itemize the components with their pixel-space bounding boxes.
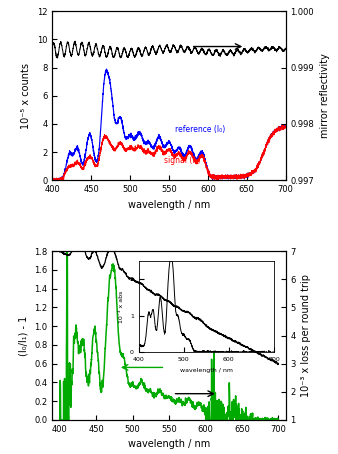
Y-axis label: 10⁻³ x loss per round trip: 10⁻³ x loss per round trip (301, 274, 311, 397)
Y-axis label: (I₀/I₁) - 1: (I₀/I₁) - 1 (19, 316, 29, 355)
Text: signal (I₁): signal (I₁) (164, 156, 200, 165)
X-axis label: wavelength / nm: wavelength / nm (128, 200, 210, 210)
Y-axis label: 10⁻⁵ x counts: 10⁻⁵ x counts (22, 63, 31, 129)
X-axis label: wavelength / nm: wavelength / nm (128, 439, 210, 449)
Text: reference (I₀): reference (I₀) (175, 125, 225, 134)
Y-axis label: mirror reflectivity: mirror reflectivity (320, 53, 330, 138)
